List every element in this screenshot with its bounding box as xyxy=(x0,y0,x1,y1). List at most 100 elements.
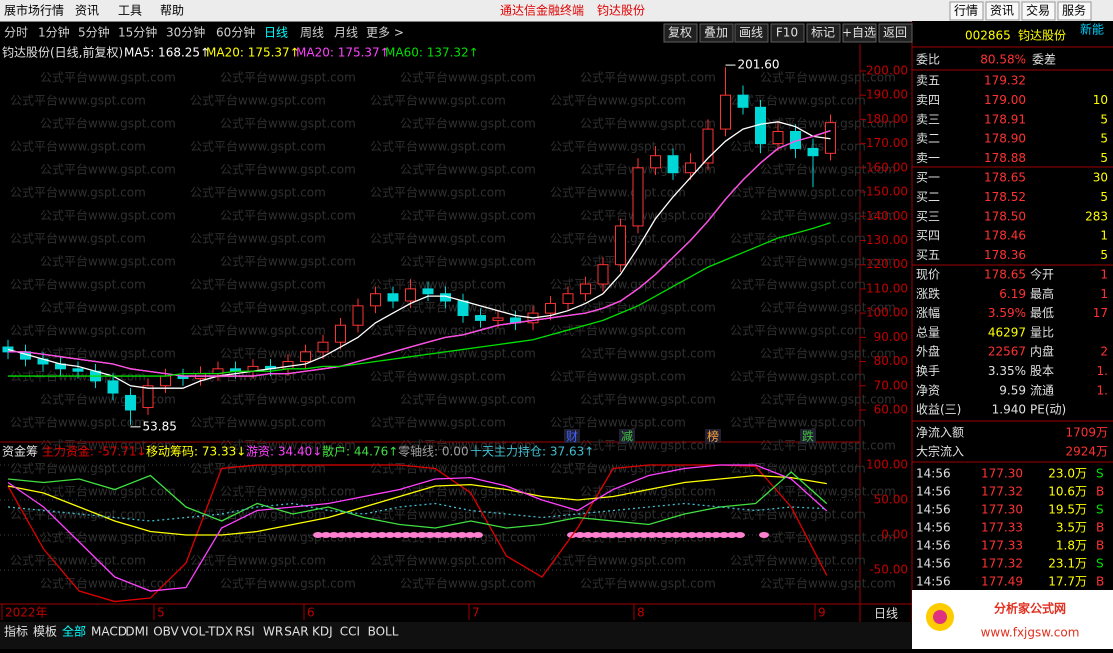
period-tab[interactable]: 15分钟 xyxy=(118,25,157,40)
watermark: 公式平台www.gspt.com xyxy=(40,162,176,177)
indicator-tab[interactable]: OBV xyxy=(153,625,179,639)
candle-body xyxy=(475,315,486,321)
signal-box xyxy=(619,429,635,443)
top-button[interactable]: 行情 xyxy=(954,4,978,18)
indicator-tab[interactable]: KDJ xyxy=(312,625,333,639)
book-label: 卖三 xyxy=(916,112,940,126)
indicator-tab[interactable]: WR xyxy=(263,625,283,639)
logo-icon xyxy=(933,610,947,624)
stat-value: 46297 xyxy=(988,325,1026,339)
tool-button[interactable]: 叠加 xyxy=(704,26,728,40)
tab-bar xyxy=(0,622,912,649)
watermark: 公式平台www.gspt.com xyxy=(760,300,896,315)
book-price: 178.90 xyxy=(984,132,1026,146)
period-tab[interactable]: 分时 xyxy=(4,26,28,40)
book-volume: 5 xyxy=(1100,151,1108,165)
stat-label: 换手 xyxy=(916,364,940,378)
top-button[interactable]: 资讯 xyxy=(990,4,1014,18)
watermark: 公式平台www.gspt.com xyxy=(550,185,686,200)
series-line xyxy=(7,464,828,592)
signal-dot xyxy=(433,532,443,538)
watermark: 公式平台www.gspt.com xyxy=(370,277,506,292)
period-tab[interactable]: 周线 xyxy=(300,26,324,40)
stat-label: 总量 xyxy=(916,325,940,339)
stock-name: 钧达股份 xyxy=(1018,29,1066,43)
book-label: 买五 xyxy=(916,248,940,262)
watermark: 公式平台www.gspt.com xyxy=(400,162,536,177)
indicator-tab[interactable]: RSI xyxy=(235,625,255,639)
signal-dot xyxy=(687,532,697,538)
period-tab[interactable]: 日线 xyxy=(264,26,288,40)
watermark: 公式平台www.gspt.com xyxy=(370,139,506,154)
tool-button[interactable]: F10 xyxy=(776,26,798,40)
top-button[interactable]: 交易 xyxy=(1026,3,1050,18)
label: 委比 xyxy=(916,53,940,67)
period-tab[interactable]: 60分钟 xyxy=(216,25,255,40)
candle-body xyxy=(632,167,644,227)
signal-dot xyxy=(401,532,411,538)
book-volume: 5 xyxy=(1100,132,1108,146)
trade-time: 14:56 xyxy=(916,575,951,589)
candle-body xyxy=(300,351,311,363)
book-label: 买一 xyxy=(916,171,940,185)
candle-body xyxy=(685,162,696,174)
tool-button[interactable]: 画线 xyxy=(739,26,763,40)
signal-dot xyxy=(655,532,665,538)
watermark: 公式平台www.gspt.com xyxy=(760,162,896,177)
menu-item[interactable]: 工具 xyxy=(118,4,142,18)
watermark: 公式平台www.gspt.com xyxy=(400,70,536,85)
watermark: 公式平台www.gspt.com xyxy=(220,162,356,177)
tool-bg xyxy=(734,23,769,43)
book-label: 卖五 xyxy=(916,74,940,88)
book-price: 178.50 xyxy=(984,209,1026,223)
period-tab[interactable]: 更多 > xyxy=(366,26,404,40)
watermark: 公式平台www.gspt.com xyxy=(40,438,176,453)
trade-time: 14:56 xyxy=(916,557,951,571)
watermark: 公式平台www.gspt.com xyxy=(580,254,716,269)
indicator-tab[interactable]: 全部 xyxy=(62,624,86,639)
period-tab[interactable]: 1分钟 xyxy=(38,25,70,40)
candle-body xyxy=(737,94,749,108)
period-tab[interactable]: 30分钟 xyxy=(166,25,205,40)
y-tick-label: 120.00 xyxy=(866,257,908,271)
tool-bg xyxy=(699,23,734,43)
period-tab[interactable]: 5分钟 xyxy=(78,25,110,40)
watermark: 公式平台www.gspt.com xyxy=(10,323,146,338)
indicator-tab[interactable]: 模板 xyxy=(33,625,57,639)
indicator-tab[interactable]: CCI xyxy=(340,625,360,639)
watermark: 公式平台www.gspt.com xyxy=(220,576,356,591)
tool-button[interactable]: +自选 xyxy=(842,26,876,40)
top-button[interactable]: 服务 xyxy=(1062,3,1086,18)
signal-dot xyxy=(727,532,737,538)
period-label: 日线 xyxy=(874,607,898,621)
book-label: 卖二 xyxy=(916,132,940,146)
signal-dot xyxy=(353,532,363,538)
tool-button[interactable]: 标记 xyxy=(811,26,835,40)
signal-dot xyxy=(735,532,745,538)
indicator-tab[interactable]: DMI xyxy=(125,625,148,639)
menu-item[interactable]: 资讯 xyxy=(75,4,99,18)
watermark: 公式平台www.gspt.com xyxy=(220,300,356,315)
tool-button[interactable]: 复权 xyxy=(668,26,692,40)
indicator-tab[interactable]: 指标 xyxy=(4,624,28,639)
date-label: 9 xyxy=(818,606,826,620)
menu-item[interactable]: 展市场行情 xyxy=(4,3,64,18)
trade-side: S xyxy=(1096,467,1104,481)
indicator-tab[interactable]: VOL-TDX xyxy=(181,625,233,639)
legend-entry: 主力资金: -57.71↓ xyxy=(42,444,147,459)
watermark: 公式平台www.gspt.com xyxy=(220,438,356,453)
watermark: 公式平台www.gspt.com xyxy=(10,415,146,430)
tool-button[interactable]: 返回 xyxy=(883,26,907,40)
menu-item[interactable]: 帮助 xyxy=(160,4,184,18)
stat-label: 现价 xyxy=(916,268,940,282)
indicator-tab[interactable]: SAR xyxy=(284,625,308,639)
indicator-tab[interactable]: BOLL xyxy=(368,625,399,639)
watermark: 公式平台www.gspt.com xyxy=(40,576,176,591)
y-tick-label: 200.00 xyxy=(866,63,908,77)
indicator-tab[interactable]: MACD xyxy=(91,625,127,639)
trade-volume: 19.5万 xyxy=(1048,503,1087,517)
signal-dot xyxy=(473,532,483,538)
candle-body xyxy=(72,368,84,372)
y-tick-label: 90.00 xyxy=(874,330,908,344)
period-tab[interactable]: 月线 xyxy=(334,26,358,40)
